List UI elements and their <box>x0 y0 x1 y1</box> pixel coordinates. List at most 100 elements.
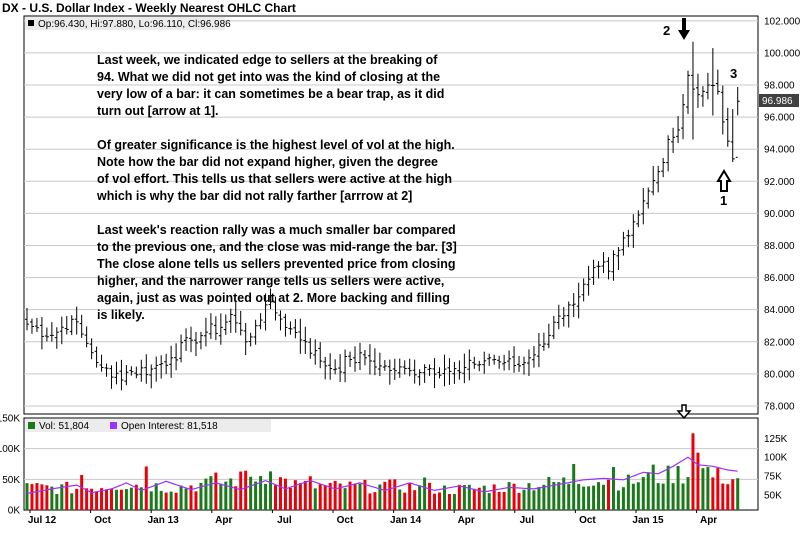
volume-bar <box>35 483 39 510</box>
price-bar <box>661 157 666 178</box>
volume-panel: 0K 50K 100K 150K 50K 75K 100K 125K Vol: 51,804… <box>0 404 788 517</box>
price-bar <box>601 252 606 274</box>
price-bar <box>581 278 586 302</box>
price-bar <box>417 369 422 386</box>
volume-bar <box>164 492 168 510</box>
annotation-line: is likely. <box>97 308 145 322</box>
annotation-line: Last week's reaction rally was a much sm… <box>97 223 456 237</box>
volume-bar <box>109 489 113 510</box>
annotation-line: of vol effort. This tells us that seller… <box>97 172 452 186</box>
volume-bar <box>65 481 69 510</box>
price-bar <box>407 358 412 377</box>
price-bar <box>442 354 447 387</box>
volume-bar <box>626 474 630 510</box>
volume-bar <box>154 483 158 510</box>
price-tick-label: 92.000 <box>764 177 795 188</box>
price-bar <box>169 345 174 378</box>
price-bar <box>139 359 144 382</box>
volume-bar <box>557 482 561 510</box>
annotation-line: Note how the bar did not expand higher, … <box>97 155 438 169</box>
volume-bar <box>259 476 263 510</box>
volume-bar <box>721 483 725 510</box>
volume-bar <box>418 485 422 510</box>
volume-bar <box>249 476 253 510</box>
volume-bars <box>25 433 740 510</box>
volume-bar <box>567 483 571 510</box>
price-bar <box>432 358 437 389</box>
price-bar <box>705 72 710 100</box>
volume-bar <box>85 488 89 510</box>
price-bar <box>313 339 318 365</box>
volume-bar <box>229 478 233 510</box>
price-bar <box>626 229 631 248</box>
price-bar <box>561 307 566 327</box>
volume-bar <box>666 465 670 510</box>
volume-bar <box>55 493 59 510</box>
volume-bar <box>547 476 551 510</box>
price-bar <box>720 85 725 135</box>
volume-bar <box>592 485 596 510</box>
price-bar <box>119 359 124 391</box>
price-bar <box>422 364 427 383</box>
marker-2: 2 <box>663 18 690 40</box>
volume-bar <box>50 486 54 510</box>
price-bar <box>690 41 695 140</box>
price-bar <box>109 365 114 389</box>
volume-bar <box>100 488 104 510</box>
annotation-line: Last week, we indicated edge to sellers … <box>97 53 438 67</box>
volume-bar <box>368 493 372 510</box>
volume-bar <box>507 482 511 510</box>
price-bar <box>556 304 561 330</box>
volume-bar <box>736 478 740 510</box>
price-bar <box>69 315 74 336</box>
volume-bar <box>333 480 337 510</box>
price-bar <box>566 301 571 328</box>
price-bar <box>184 328 189 351</box>
volume-bar <box>631 483 635 510</box>
volume-readout: Vol: 51,804 <box>39 421 89 432</box>
price-bar <box>243 323 248 356</box>
price-bar <box>94 346 99 368</box>
volume-bar <box>616 490 620 510</box>
price-bar <box>298 318 303 354</box>
marker-2-label: 2 <box>663 23 670 38</box>
price-bar <box>213 316 218 341</box>
price-bar <box>64 316 69 335</box>
price-bar <box>611 250 616 281</box>
price-bar <box>616 247 621 271</box>
volume-bar <box>472 488 476 510</box>
volume-bar <box>363 479 367 510</box>
open-interest-tick-label: 75K <box>764 472 782 483</box>
price-bar <box>641 187 646 225</box>
price-bar <box>402 360 407 375</box>
volume-tick-label: 50K <box>2 475 20 486</box>
price-bar <box>397 358 402 378</box>
volume-bar <box>646 472 650 510</box>
volume-bar <box>323 485 327 510</box>
price-bar <box>129 366 134 376</box>
price-bar <box>74 306 79 335</box>
volume-bar <box>30 484 34 510</box>
x-tick-label: Jan 13 <box>148 515 180 526</box>
price-bar <box>452 361 457 384</box>
volume-bar <box>283 478 287 510</box>
volume-bar <box>393 479 397 510</box>
price-bar <box>526 349 531 376</box>
volume-bar <box>572 464 576 510</box>
price-bar <box>144 354 149 384</box>
price-bar <box>84 326 89 348</box>
volume-bar <box>234 486 238 510</box>
price-bar <box>159 355 164 379</box>
volume-bar <box>433 493 437 510</box>
price-bar <box>353 346 358 372</box>
price-bar <box>591 259 596 285</box>
price-bar <box>154 356 159 382</box>
volume-bar <box>378 484 382 510</box>
price-bar <box>681 94 686 140</box>
volume-bar <box>731 479 735 510</box>
price-bar <box>114 361 119 385</box>
volume-bar <box>606 479 610 510</box>
price-bar <box>49 322 54 342</box>
volume-bar <box>403 492 407 510</box>
volume-bar <box>95 491 99 510</box>
